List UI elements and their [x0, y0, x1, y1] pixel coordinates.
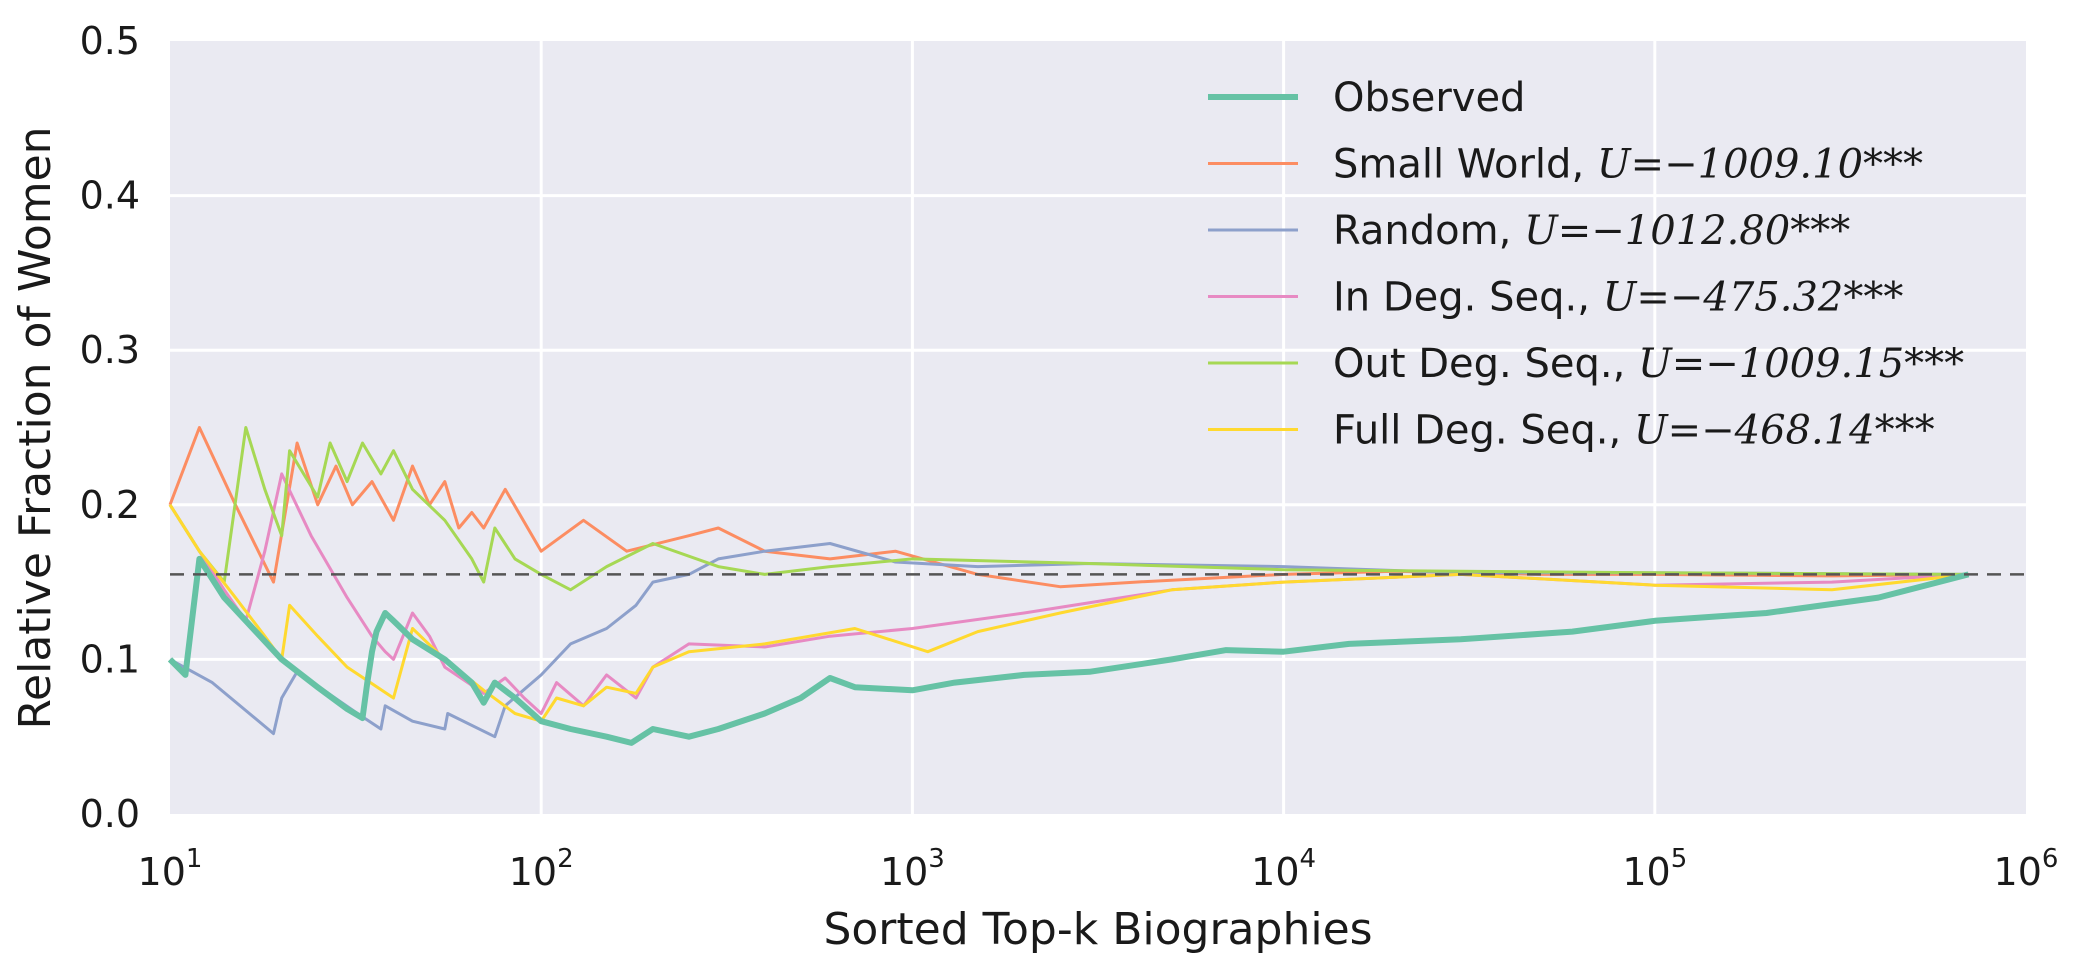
x-tick-label: 106 — [1994, 844, 2059, 894]
y-tick-label: 0.0 — [80, 792, 140, 836]
x-tick-label: 104 — [1251, 844, 1316, 894]
x-tick-label: 105 — [1622, 844, 1687, 894]
series-layer — [167, 426, 1970, 746]
series-line — [168, 472, 1969, 715]
y-axis-label: Relative Fraction of Women — [10, 126, 61, 729]
y-tick-labels: 0.0 0.1 0.2 0.3 0.4 0.5 — [80, 19, 140, 836]
legend-entry: Full Deg. Seq., U=−468.14*** — [1333, 408, 1935, 454]
grid — [170, 41, 2026, 814]
y-tick-label: 0.2 — [80, 483, 140, 527]
y-tick-label: 0.4 — [80, 174, 140, 218]
legend-entry: In Deg. Seq., U=−475.32*** — [1333, 275, 1903, 321]
legend-entry: Observed — [1333, 75, 1525, 121]
y-tick-label: 0.1 — [80, 637, 140, 681]
y-tick-label: 0.5 — [80, 19, 140, 63]
x-tick-label: 103 — [880, 844, 945, 894]
series-line — [168, 426, 1969, 589]
series-line — [167, 555, 1970, 746]
x-tick-label: 102 — [509, 844, 574, 894]
legend-entry: Out Deg. Seq., U=−1009.15*** — [1333, 341, 1964, 387]
series-line — [168, 426, 1969, 592]
x-tick-label: 101 — [138, 844, 203, 894]
legend-entry: Random, U=−1012.80*** — [1333, 208, 1850, 254]
series-line — [168, 503, 1969, 723]
legend-entry: Small World, U=−1009.10*** — [1333, 142, 1923, 188]
x-tick-labels: 101 102 103 104 105 106 — [138, 844, 2059, 894]
legend: Observed Small World, U=−1009.10*** Random… — [1208, 75, 1964, 454]
x-axis-label: Sorted Top-k Biographies — [823, 904, 1372, 955]
y-tick-label: 0.3 — [80, 328, 140, 372]
